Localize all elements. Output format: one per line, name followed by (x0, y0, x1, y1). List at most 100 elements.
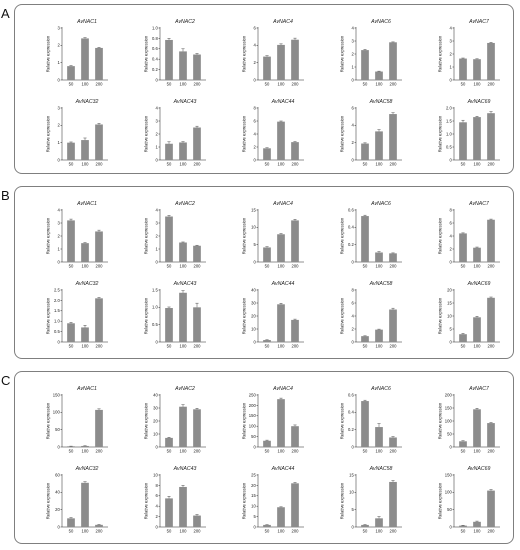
x-tick-label: 200 (292, 344, 300, 349)
chart-a-avnac32: AvNAC32 Relative expression 0 1 2 3 50 100 200 (46, 99, 108, 167)
bar (473, 247, 481, 262)
y-tick-label: 1 (351, 64, 354, 69)
chart-title: AvNAC6 (370, 386, 391, 392)
bar (277, 507, 285, 527)
chart-title: AvNAC7 (468, 19, 490, 25)
x-tick-label: 50 (69, 449, 74, 454)
bar (277, 399, 285, 447)
y-tick-label: 0 (155, 259, 158, 264)
x-tick-label: 200 (292, 162, 300, 167)
chart-c-avnac4: AvNAC4 Relative expression 0 50 100 150 200 250… (242, 386, 304, 454)
bar (459, 441, 467, 447)
x-tick-label: 100 (180, 529, 188, 534)
y-tick-label: 0 (351, 339, 354, 344)
y-axis-label: Relative expression (144, 35, 149, 72)
x-tick-label: 200 (390, 82, 398, 87)
x-tick-label: 100 (82, 162, 90, 167)
y-axis-label: Relative expression (46, 35, 51, 72)
bar (193, 409, 201, 447)
y-tick-label: 30 (153, 405, 158, 410)
y-tick-label: 0 (253, 259, 256, 264)
y-tick-label: 1.5 (152, 287, 158, 292)
bar (277, 304, 285, 342)
x-tick-label: 200 (488, 162, 496, 167)
bar (95, 524, 103, 527)
panel-label-c: C (1, 373, 11, 388)
y-tick-label: 20 (153, 418, 158, 423)
chart-c-avnac2: AvNAC2 Relative expression 0 10 20 30 40 50 100 2… (144, 386, 206, 454)
chart-title: AvNAC32 (75, 466, 99, 472)
y-tick-label: 100 (445, 418, 453, 423)
y-tick-label: 2.5 (54, 287, 60, 292)
y-tick-label: 5 (253, 242, 256, 247)
y-axis-label: Relative expression (144, 482, 149, 519)
y-axis-label: Relative expression (340, 115, 345, 152)
y-tick-label: 0 (155, 157, 158, 162)
y-axis-label: Relative expression (340, 217, 345, 254)
y-axis-label: Relative expression (242, 482, 247, 519)
x-tick-label: 100 (474, 82, 482, 87)
x-tick-label: 200 (96, 449, 104, 454)
y-tick-label: 20 (447, 287, 452, 292)
chart-title: AvNAC44 (271, 466, 295, 472)
y-tick-label: 150 (445, 405, 453, 410)
bar (361, 216, 369, 262)
y-tick-label: 0.2 (152, 67, 158, 72)
y-tick-label: 6 (449, 220, 452, 225)
chart-b-avnac6: AvNAC6 Relative expression 0 0.2 0.4 0.6 50 100… (340, 201, 402, 269)
y-tick-label: 20 (55, 507, 60, 512)
bar (193, 245, 201, 262)
y-tick-label: 8 (449, 207, 452, 212)
y-tick-label: 2.0 (446, 105, 452, 110)
x-tick-label: 200 (488, 82, 496, 87)
bar (459, 525, 467, 527)
x-tick-label: 200 (96, 162, 104, 167)
y-tick-label: 0.6 (348, 207, 354, 212)
x-tick-label: 100 (82, 449, 90, 454)
y-tick-label: 4 (449, 25, 452, 30)
y-tick-label: 0 (351, 524, 354, 529)
y-tick-label: 40 (153, 392, 158, 397)
y-axis-label: Relative expression (438, 115, 443, 152)
bar (277, 44, 285, 80)
x-tick-label: 200 (292, 529, 300, 534)
x-tick-label: 100 (376, 264, 384, 269)
y-tick-label: 1 (449, 64, 452, 69)
y-tick-label: 0 (351, 444, 354, 449)
bar (389, 253, 397, 262)
bar (81, 243, 89, 262)
y-tick-label: 0 (449, 444, 452, 449)
x-tick-label: 200 (96, 82, 104, 87)
y-tick-label: 4 (449, 233, 452, 238)
y-tick-label: 40 (55, 490, 60, 495)
y-axis-label: Relative expression (340, 402, 345, 439)
y-tick-label: 20 (251, 313, 256, 318)
y-tick-label: 2 (57, 233, 60, 238)
bar (263, 440, 271, 447)
bar (291, 319, 299, 342)
x-tick-label: 200 (292, 264, 300, 269)
y-tick-label: 6 (155, 493, 158, 498)
x-tick-label: 100 (82, 529, 90, 534)
y-tick-label: 0 (57, 157, 60, 162)
x-tick-label: 100 (278, 264, 286, 269)
bar (473, 117, 481, 160)
y-tick-label: 50 (55, 427, 60, 432)
y-tick-label: 5 (351, 507, 354, 512)
y-tick-label: 0.5 (54, 329, 60, 334)
chart-c-avnac58: AvNAC58 Relative expression 0 5 10 15 50 100 200 (340, 466, 402, 534)
y-tick-label: 10 (349, 490, 354, 495)
x-tick-label: 100 (474, 529, 482, 534)
bar (361, 336, 369, 342)
x-tick-label: 50 (69, 529, 74, 534)
bar (389, 309, 397, 342)
bar (375, 131, 383, 160)
x-tick-label: 200 (96, 264, 104, 269)
bar (291, 142, 299, 160)
chart-a-avnac58: AvNAC58 Relative expression 0 2 4 6 50 100 200 (340, 99, 402, 167)
chart-title: AvNAC2 (174, 19, 195, 25)
x-tick-label: 50 (363, 264, 368, 269)
bar (473, 317, 481, 342)
y-tick-label: 0 (155, 339, 158, 344)
y-axis-label: Relative expression (46, 402, 51, 439)
